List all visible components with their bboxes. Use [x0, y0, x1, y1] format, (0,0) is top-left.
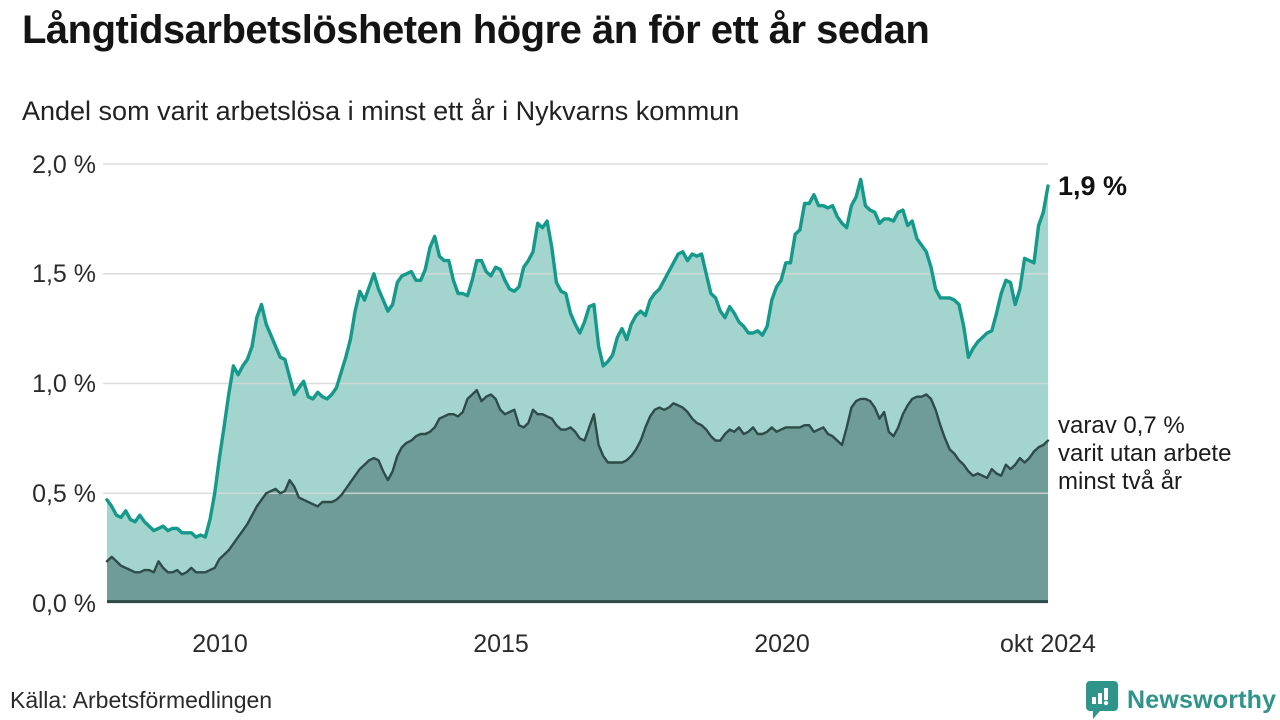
newsworthy-branding: Newsworthy	[1085, 680, 1276, 720]
x-tick-label-2015: 2015	[473, 630, 529, 658]
gridlines-group	[103, 163, 1048, 495]
y-tick-label-3: 1,5 %	[32, 260, 96, 288]
newsworthy-logo-icon	[1086, 681, 1118, 719]
page-title: Långtidsarbetslösheten högre än för ett …	[22, 8, 930, 52]
y-tick-label-1: 0,5 %	[32, 480, 96, 508]
source-credit: Källa: Arbetsförmedlingen	[10, 687, 273, 713]
logo-exclamation-dot	[1103, 700, 1109, 706]
series-0-line	[105, 177, 1050, 539]
logo-bar-1	[1092, 697, 1096, 704]
newsworthy-logo-text: Newsworthy	[1127, 685, 1277, 714]
logo-exclamation-bar	[1104, 688, 1108, 700]
series-1-line	[105, 388, 1050, 576]
secondary-annotation-line1: varav 0,7 %	[1058, 412, 1185, 439]
series-1-area	[107, 390, 1048, 603]
logo-bar-2	[1098, 693, 1102, 704]
y-tick-label-2: 1,0 %	[32, 370, 96, 398]
y-tick-label-4: 2,0 %	[32, 151, 96, 179]
secondary-annotation-line2: varit utan arbete	[1058, 440, 1232, 467]
secondary-series-annotation: varav 0,7 % varit utan arbete minst två …	[1058, 412, 1231, 496]
x-tick-label-okt-2024: okt 2024	[1000, 630, 1096, 658]
chart-subtitle: Andel som varit arbetslösa i minst ett å…	[22, 96, 740, 126]
latest-value-label: 1,9 %	[1058, 171, 1128, 201]
x-tick-label-2010: 2010	[192, 630, 248, 658]
secondary-annotation-line3: minst två år	[1058, 468, 1183, 495]
y-tick-label-0: 0,0 %	[32, 590, 96, 618]
series-lines-group	[105, 177, 1050, 576]
area-fills-group	[107, 179, 1048, 603]
x-tick-label-2020: 2020	[754, 630, 810, 658]
